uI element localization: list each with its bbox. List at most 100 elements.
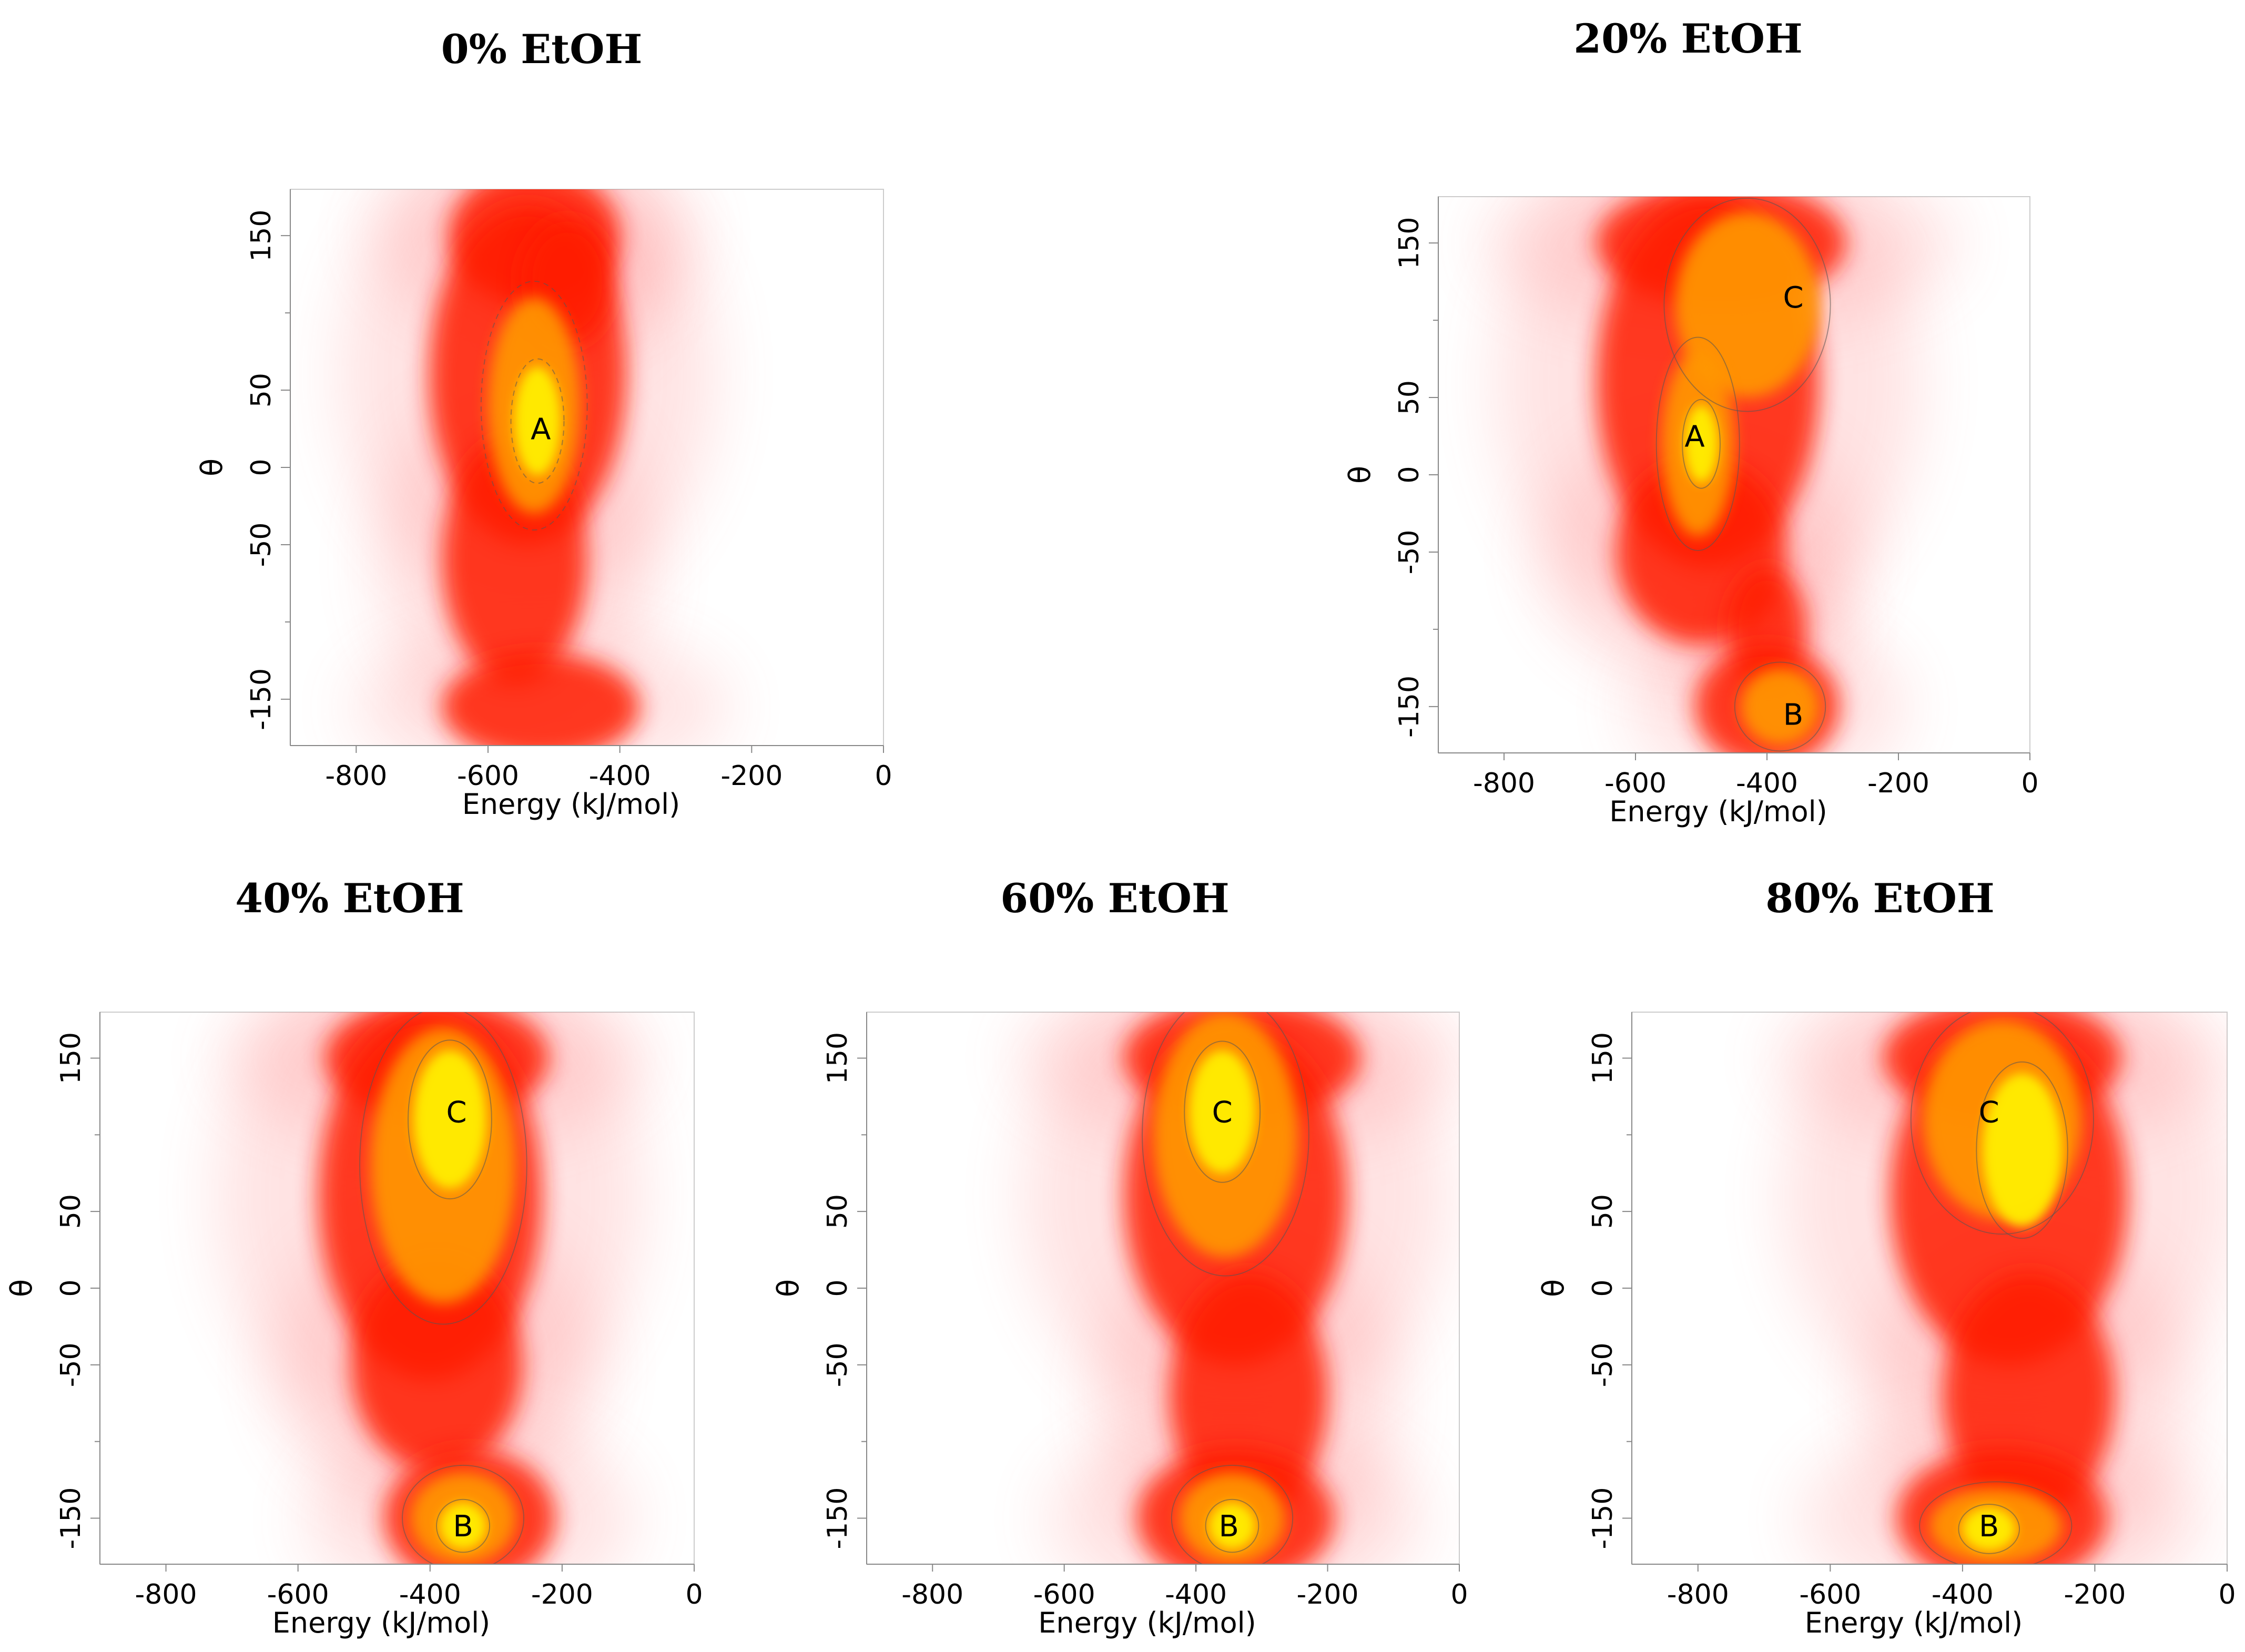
panel-title: 80% EtOH	[1765, 875, 1994, 922]
contour-line	[1958, 1503, 2020, 1554]
density-blob-top	[413, 1050, 486, 1189]
contour-line	[402, 1464, 525, 1564]
y-tick-label: 50	[1394, 380, 1425, 415]
y-tick-label: 50	[55, 1194, 87, 1229]
density-blob-mid	[351, 1257, 523, 1472]
density-blob-hi	[1675, 212, 1820, 398]
contour-line	[1171, 1464, 1294, 1564]
density-blob-top	[1962, 1507, 2016, 1551]
x-tick-label: -400	[1165, 1579, 1227, 1610]
y-axis-label: θ	[195, 458, 229, 476]
density-map	[1484, 197, 1958, 753]
x-tick-label: -600	[1799, 1579, 1861, 1610]
x-axis-label: Energy (kJ/mol)	[272, 1606, 490, 1639]
peak-label-C: C	[1979, 1096, 1999, 1130]
peak-label-A: A	[531, 413, 551, 447]
y-tick-label: 150	[55, 1032, 87, 1084]
y-tick-label: 150	[1587, 1032, 1619, 1084]
panel-title: 20% EtOH	[1573, 15, 1802, 62]
chart-panel-5: 80% EtOH B C -150 -50 0 50 150 θ -800 -600 -400 -200…	[1537, 875, 2236, 1639]
peak-label-B: B	[453, 1510, 473, 1544]
x-tick-label: -200	[720, 760, 783, 792]
y-tick-label: -150	[1394, 676, 1425, 738]
density-map	[340, 189, 729, 746]
peak-label-C: C	[446, 1096, 466, 1130]
density-blob-top	[440, 1503, 486, 1549]
peak-label-C: C	[1212, 1096, 1233, 1130]
y-tick-label: -50	[246, 522, 277, 567]
y-axis-label: θ	[5, 1279, 39, 1297]
contour-line	[1734, 661, 1826, 752]
x-tick-label: -200	[2064, 1579, 2126, 1610]
contour-line	[1184, 1041, 1261, 1183]
y-tick-label: -150	[1587, 1487, 1619, 1549]
peak-label-B: B	[1783, 698, 1803, 732]
density-blob-top	[1684, 405, 1718, 483]
density-map	[1776, 1012, 2227, 1564]
y-tick-label: 50	[246, 373, 277, 407]
density-blob-top	[514, 366, 561, 475]
x-tick-label: -200	[1297, 1579, 1359, 1610]
y-tick-label: 0	[822, 1279, 854, 1297]
chart-panel-2: 20% EtOH A B C -150 -50 0 50 150 θ -800 -600 -400 -20…	[1343, 15, 2039, 828]
y-tick-label: 0	[55, 1279, 87, 1297]
density-blob-mid	[442, 652, 640, 746]
density-map	[1017, 1012, 1459, 1564]
y-tick-label: -50	[1394, 529, 1425, 574]
x-tick-label: -400	[1932, 1579, 1994, 1610]
peak-label-B: B	[1979, 1510, 1999, 1544]
contour-line	[480, 280, 588, 531]
x-tick-label: -200	[1867, 768, 1929, 799]
y-tick-label: -150	[55, 1487, 87, 1549]
x-tick-label: -800	[325, 760, 387, 792]
y-tick-label: -50	[822, 1342, 854, 1387]
contour-line	[1663, 197, 1831, 412]
x-tick-label: -600	[1033, 1579, 1095, 1610]
panels: 0% EtOH A -150 -50 0 50 150 θ -800 -600 -400 -200 0 E…	[5, 15, 2236, 1639]
y-tick-label: 50	[822, 1194, 854, 1229]
contour-line	[1142, 1012, 1309, 1277]
density-blob-top	[1189, 1050, 1255, 1174]
peak-label-C: C	[1783, 281, 1803, 315]
x-axis-label: Energy (kJ/mol)	[1805, 1606, 2023, 1639]
y-tick-label: 50	[1587, 1194, 1619, 1229]
contour-line	[1976, 1061, 2068, 1239]
y-axis-label: θ	[1537, 1279, 1571, 1297]
panel-title: 40% EtOH	[235, 875, 464, 922]
y-tick-label: -50	[1587, 1342, 1619, 1387]
y-tick-label: -150	[246, 668, 277, 730]
x-tick-label: -400	[1736, 768, 1798, 799]
peak-label-B: B	[1219, 1510, 1239, 1544]
density-blob-top	[1209, 1503, 1255, 1549]
x-axis-label: Energy (kJ/mol)	[1038, 1606, 1256, 1639]
x-tick-label: 0	[685, 1579, 703, 1610]
x-tick-label: 0	[875, 760, 892, 792]
x-axis-label: Energy (kJ/mol)	[462, 788, 680, 821]
density-blob-top	[1982, 1073, 2062, 1227]
y-axis-label: θ	[1343, 466, 1377, 484]
x-tick-label: -600	[267, 1579, 329, 1610]
y-tick-label: 0	[1394, 466, 1425, 483]
chart-panel-4: 60% EtOH B C -150 -50 0 50 150 θ -800 -600 -400 -200…	[771, 875, 1468, 1639]
y-tick-label: 0	[246, 458, 277, 476]
y-axis-label: θ	[771, 1279, 806, 1297]
x-tick-label: -600	[1604, 768, 1667, 799]
contour-line	[1655, 336, 1740, 552]
chart-panel-3: 40% EtOH B C -150 -50 0 50 150 θ -800 -600 -400 -200…	[5, 875, 703, 1639]
peak-label-A: A	[1684, 420, 1704, 454]
x-tick-label: 0	[2021, 768, 2038, 799]
contour-line	[510, 358, 565, 484]
panel-title: 60% EtOH	[1000, 875, 1229, 922]
y-tick-label: 150	[246, 210, 277, 262]
contour-line	[1919, 1481, 2073, 1564]
x-axis-label: Energy (kJ/mol)	[1609, 795, 1827, 828]
density-blob-hi	[1741, 668, 1820, 746]
x-tick-label: -600	[457, 760, 519, 792]
contour-line	[359, 1012, 527, 1325]
x-tick-label: 0	[1450, 1579, 1468, 1610]
contour-line	[1910, 1012, 2094, 1235]
x-tick-label: -400	[589, 760, 651, 792]
panel-title: 0% EtOH	[441, 26, 643, 73]
density-map	[217, 1012, 650, 1564]
